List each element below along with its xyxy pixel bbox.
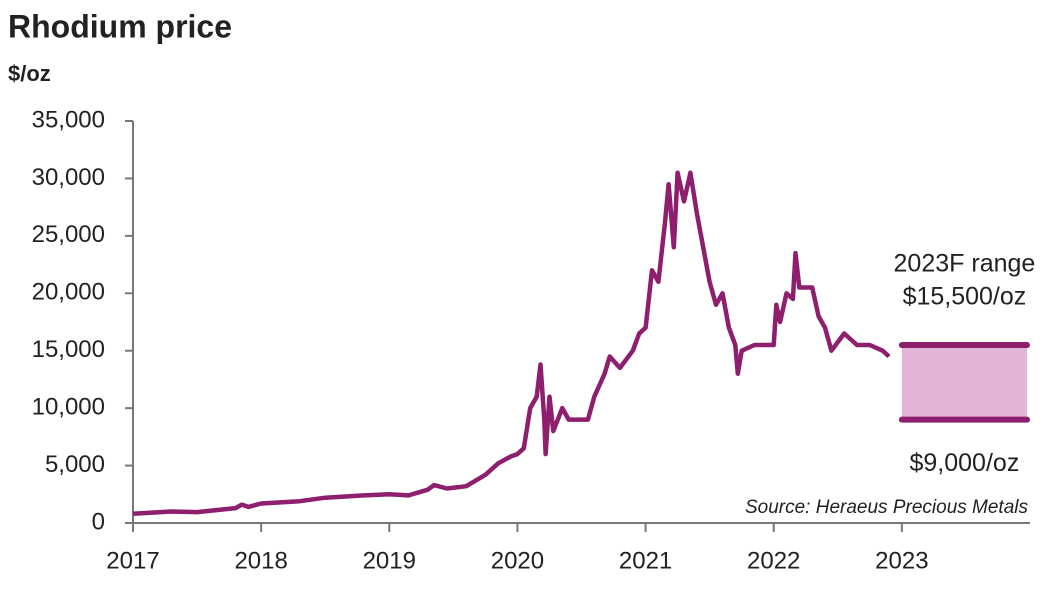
- x-tick-label: 2017: [106, 547, 159, 574]
- price-line: [132, 170, 891, 517]
- forecast-label: 2023F range: [894, 250, 1036, 278]
- y-tick-label: 0: [92, 508, 105, 535]
- x-tick-label: 2020: [491, 547, 544, 574]
- x-tick-label: 2023: [875, 547, 928, 574]
- forecast-low-label: $9,000/oz: [910, 449, 1020, 477]
- y-tick-label: 25,000: [32, 221, 105, 248]
- y-tick-label: 35,000: [32, 106, 105, 133]
- x-tick-label: 2022: [747, 547, 800, 574]
- x-tick-label: 2018: [234, 547, 287, 574]
- x-tick-label: 2021: [619, 547, 672, 574]
- y-tick-label: 10,000: [32, 393, 105, 420]
- forecast-high-label: $15,500/oz: [903, 283, 1027, 311]
- forecast-band: [901, 344, 1027, 420]
- x-tick-label: 2019: [363, 547, 416, 574]
- chart-title: Rhodium price: [8, 8, 232, 44]
- y-tick-label: 20,000: [32, 279, 105, 306]
- y-tick-label: 5,000: [45, 451, 105, 478]
- source-note: Source: Heraeus Precious Metals: [745, 497, 1029, 518]
- y-tick-label: 15,000: [32, 336, 105, 363]
- y-tick-label: 30,000: [32, 164, 105, 191]
- y-axis-unit: $/oz: [8, 61, 51, 86]
